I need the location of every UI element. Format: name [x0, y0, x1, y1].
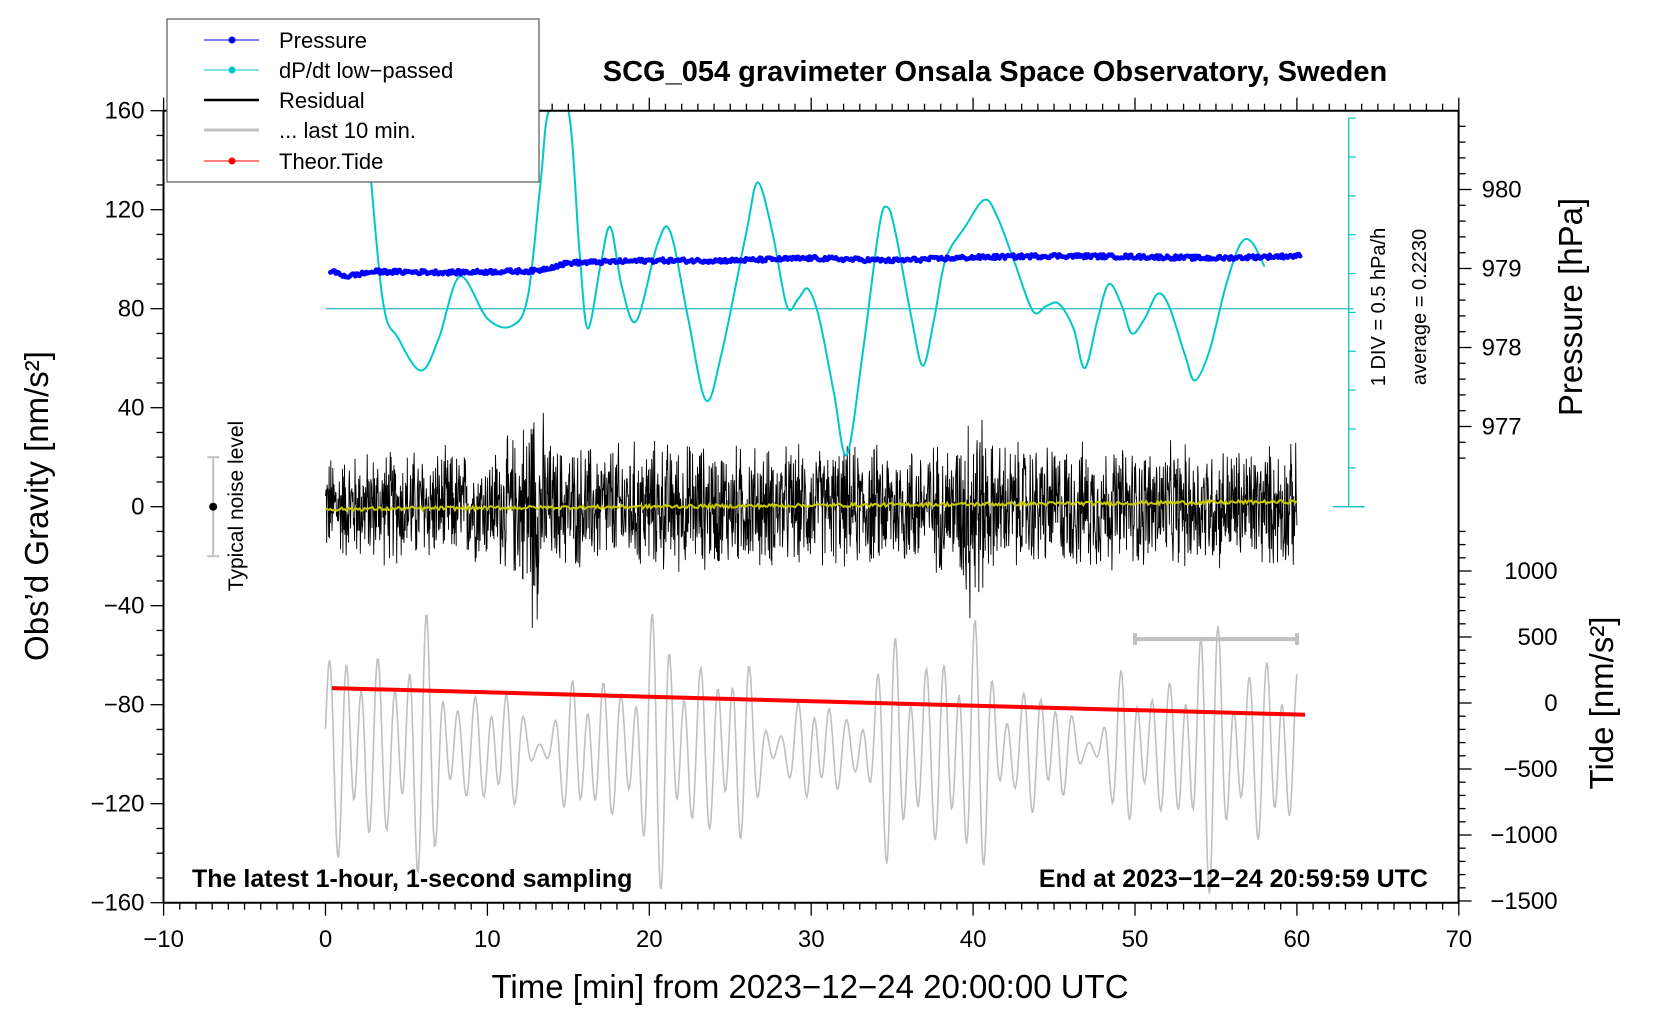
svg-text:Residual: Residual [279, 88, 365, 113]
y-tick-label: −120 [90, 791, 144, 818]
y-tick-label: 0 [131, 494, 144, 521]
y-tick-label: −80 [104, 692, 145, 719]
x-tick-label: 50 [1122, 926, 1149, 953]
y-tick-label: −40 [104, 593, 145, 620]
x-tick-label: 40 [960, 926, 987, 953]
last-10-min-line [324, 613, 1298, 894]
legend-last10: ... last 10 min. [204, 118, 416, 143]
x-tick-label: 70 [1445, 926, 1472, 953]
pressure-axis-label: Pressure [hPa] [1552, 198, 1589, 416]
y-tick-label: 80 [118, 296, 145, 323]
x-tick-label: 20 [636, 926, 663, 953]
pressure-tick-label: 979 [1482, 256, 1522, 283]
pressure-point [1011, 252, 1016, 258]
residual-line [325, 412, 1298, 628]
last-10-min-bracket [1133, 633, 1299, 646]
div-label: 1 DIV = 0.5 hPa/h [1368, 228, 1390, 386]
x-axis-label: Time [min] from 2023−12−24 20:00:00 UTC [491, 968, 1128, 1005]
legend-tide: Theor.Tide [204, 149, 383, 174]
svg-text:... last 10 min.: ... last 10 min. [279, 118, 416, 143]
tide-tick-label: 1000 [1504, 558, 1557, 585]
x-tick-label: −10 [143, 926, 184, 953]
noise-level-dot [209, 502, 218, 511]
average-label: average = 0.2230 [1409, 229, 1431, 385]
x-tick-label: 30 [798, 926, 825, 953]
legend-dpdt: dP/dt low−passed [204, 58, 453, 83]
axes: −10 0 10 20 30 40 50 60 70 160 120 80 40 0 −40 −80 −120 −… [90, 97, 1558, 953]
tide-tick-label: −500 [1504, 756, 1558, 783]
pressure-tick-label: 978 [1482, 335, 1522, 362]
legend-pressure: Pressure [204, 28, 367, 53]
pressure-point [454, 271, 459, 277]
plot-marks [207, 110, 1365, 894]
y-axis-label: Obs’d Gravity [nm/s²] [18, 351, 55, 661]
legend-residual: Residual [204, 88, 365, 113]
y-tick-label: 120 [104, 197, 144, 224]
x-tick-label: 60 [1284, 926, 1311, 953]
x-tick-label: 0 [319, 926, 332, 953]
pressure-tick-label: 977 [1482, 414, 1522, 441]
tide-tick-label: 0 [1544, 690, 1557, 717]
pressure-tick-label: 980 [1482, 177, 1522, 204]
y-tick-label: −160 [90, 890, 144, 917]
tide-tick-label: −1500 [1490, 888, 1557, 915]
bottom-right-annotation: End at 2023−12−24 20:59:59 UTC [1039, 865, 1428, 893]
y-tick-label: 40 [118, 395, 145, 422]
pressure-points [328, 251, 1303, 280]
svg-text:dP/dt low−passed: dP/dt low−passed [279, 58, 453, 83]
theor-tide-line [331, 686, 1306, 717]
dpdt-lowpassed-line [364, 110, 1266, 457]
svg-text:Theor.Tide: Theor.Tide [279, 149, 383, 174]
y-tick-label: 160 [104, 98, 144, 125]
noise-level-label: Typical noise level [225, 421, 248, 591]
tide-tick-label: 500 [1518, 624, 1558, 651]
x-tick-label: 10 [474, 926, 501, 953]
chart-title: SCG_054 gravimeter Onsala Space Observat… [603, 56, 1387, 88]
tide-axis-label: Tide [nm/s²] [1583, 617, 1620, 790]
svg-text:Pressure: Pressure [279, 28, 367, 53]
tide-tick-label: −1000 [1490, 822, 1557, 849]
legend: Pressure dP/dt low−passed Residual ... l… [166, 18, 540, 183]
bottom-left-annotation: The latest 1-hour, 1-second sampling [192, 865, 632, 893]
pressure-point [1297, 253, 1303, 259]
residual-mean-line [324, 498, 1298, 513]
